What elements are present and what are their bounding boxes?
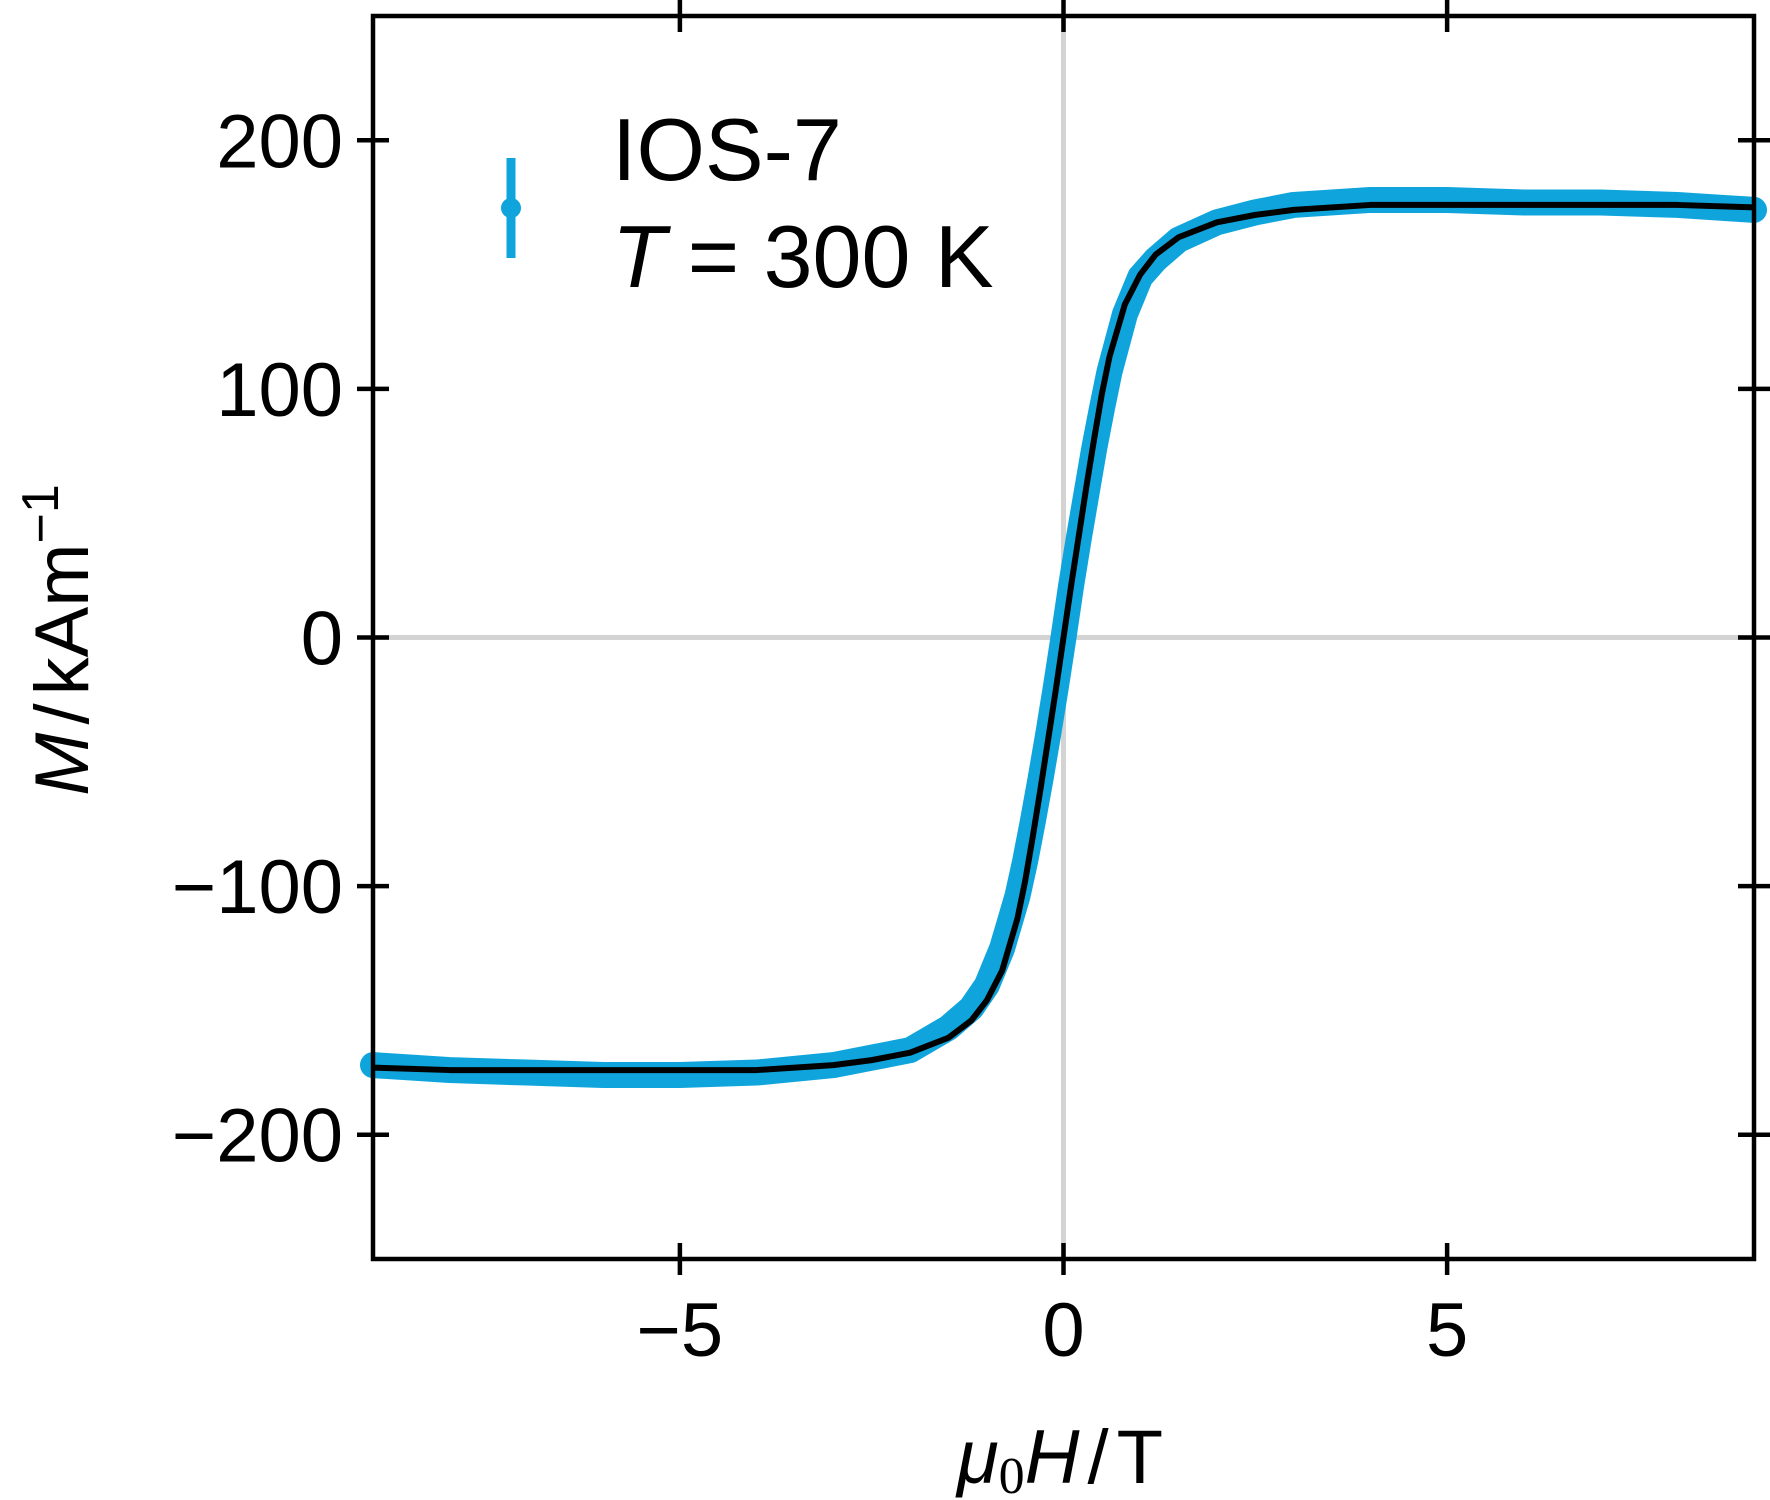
x-axis-label: μ0H / T xyxy=(955,1415,1163,1500)
legend-condition-var: T xyxy=(612,207,671,306)
y-tick-label: 0 xyxy=(301,597,343,682)
legend-condition-value: = 300 K xyxy=(688,207,994,306)
y-axis-label: M / kAm−1 xyxy=(12,484,105,796)
x-tick-label: 5 xyxy=(1426,1288,1468,1373)
y-tick-label: −100 xyxy=(172,845,343,930)
axis-ticks xyxy=(357,0,1770,1275)
x-tick-label: 0 xyxy=(1042,1288,1084,1373)
y-axis-label-slash: / xyxy=(20,703,105,725)
data-point xyxy=(667,1063,692,1088)
y-tick-label: −200 xyxy=(172,1094,343,1179)
legend-series-name: IOS-7 xyxy=(612,100,842,199)
y-tick-label: 100 xyxy=(216,348,343,433)
y-axis-label-unit-exponent: −1 xyxy=(12,484,70,543)
y-axis-label-unit: kAm xyxy=(20,543,105,695)
legend-condition: T = 300 K xyxy=(612,207,994,306)
x-axis-label-var: H xyxy=(1025,1415,1080,1500)
legend-point-marker xyxy=(501,198,521,218)
legend: IOS-7 T = 300 K xyxy=(501,100,994,306)
y-tick-label: 200 xyxy=(216,99,343,184)
data-point xyxy=(591,1063,616,1088)
tick-labels: −5 0 5 200 100 0 −100 −200 xyxy=(172,99,1468,1373)
y-axis-label-var: M xyxy=(20,732,105,796)
x-axis-label-symbol: μ xyxy=(955,1415,999,1500)
data-point xyxy=(1435,187,1460,212)
x-axis-label-subscript: 0 xyxy=(999,1448,1025,1500)
fit-series-line xyxy=(372,201,1755,1074)
x-tick-label: −5 xyxy=(637,1288,724,1373)
x-axis-label-slash: / xyxy=(1087,1415,1109,1500)
fit-series-layer xyxy=(372,201,1755,1074)
x-axis-label-unit: T xyxy=(1117,1415,1163,1500)
